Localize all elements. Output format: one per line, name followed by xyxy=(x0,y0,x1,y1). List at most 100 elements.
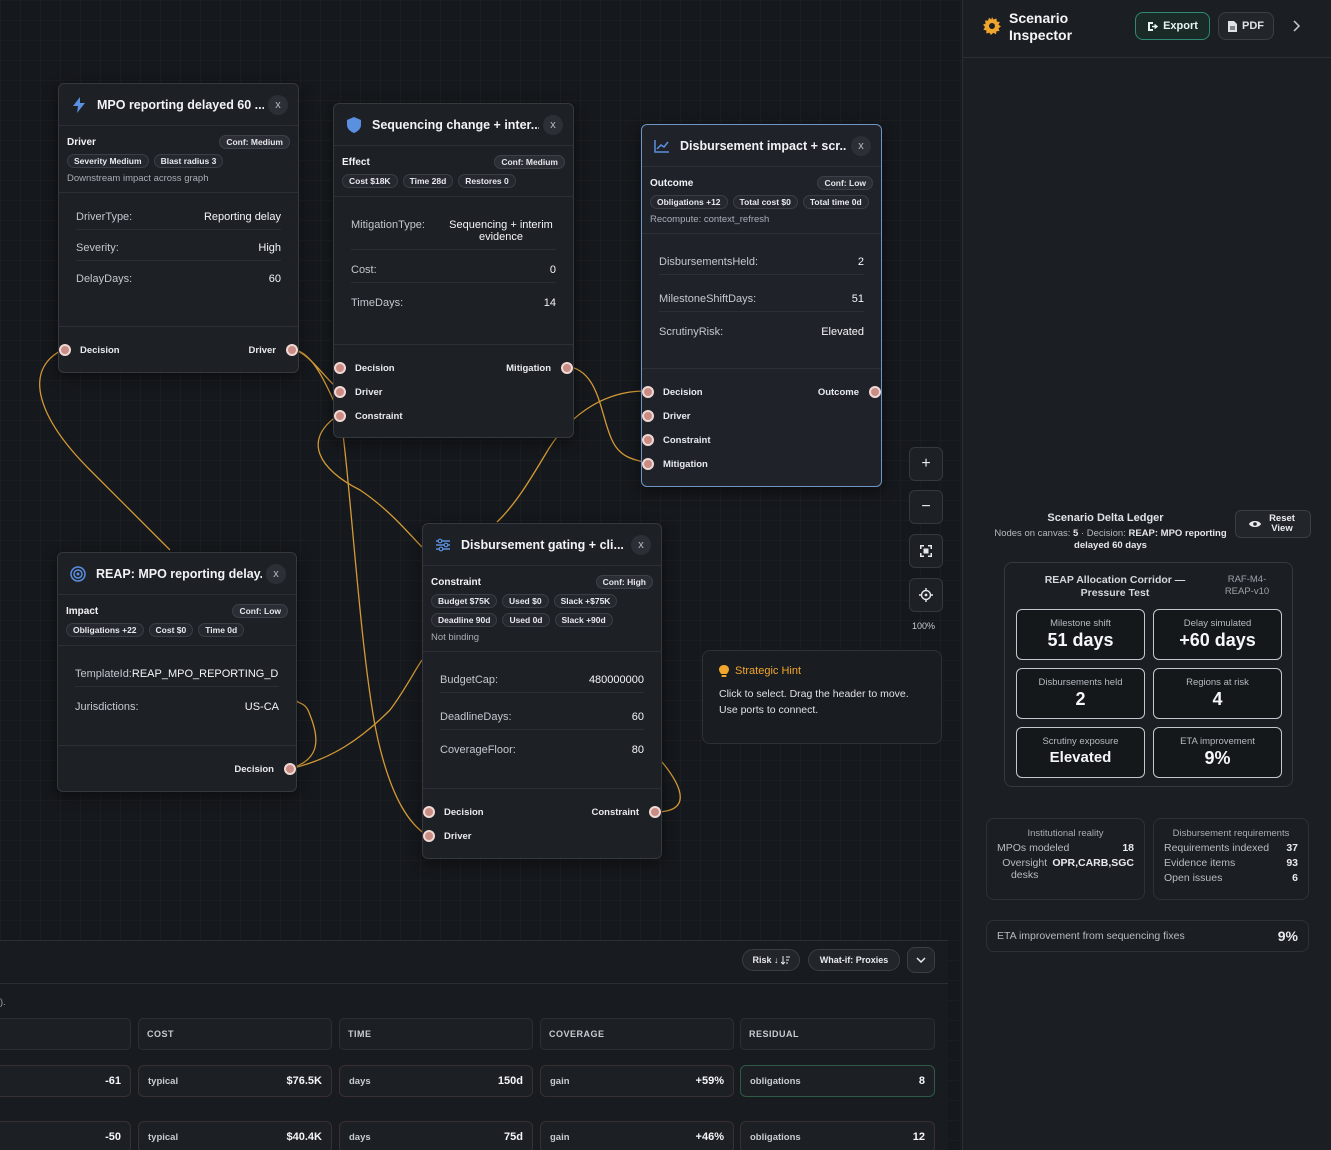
port-label: Decision xyxy=(663,386,703,398)
table-cell[interactable]: days 75d xyxy=(339,1121,533,1150)
node-title: Disbursement impact + scr... xyxy=(680,138,847,153)
property-row[interactable]: DisbursementsHeld: 2 xyxy=(659,248,864,275)
property-row[interactable]: DeadlineDays: 60 xyxy=(440,703,644,730)
property-row[interactable]: TemplateId:REAP_MPO_REPORTING_DELAY_( xyxy=(75,660,279,687)
table-cell[interactable]: obligations 12 xyxy=(740,1121,935,1150)
node-header[interactable]: Disbursement impact + scr... x xyxy=(642,125,881,167)
column-header-cost[interactable]: COST xyxy=(138,1018,332,1050)
node-outcome[interactable]: Disbursement impact + scr... x Outcome Co… xyxy=(641,124,882,487)
table-cell[interactable]: -61 xyxy=(0,1065,131,1097)
metric-eta-improvement[interactable]: ETA improvement 9% xyxy=(1153,727,1282,778)
property-row[interactable]: Severity: High xyxy=(76,234,281,261)
node-effect[interactable]: Sequencing change + inter... x Effect Con… xyxy=(333,103,574,438)
property-row[interactable]: Cost: 0 xyxy=(351,256,556,283)
center-view-button[interactable] xyxy=(909,578,943,612)
port-label: Decision xyxy=(80,344,120,356)
node-header[interactable]: Disbursement gating + cli... x xyxy=(423,524,661,566)
port-decision-in[interactable] xyxy=(334,362,346,374)
metric-disbursements-held[interactable]: Disbursements held 2 xyxy=(1016,668,1145,719)
hint-body: Click to select. Drag the header to move… xyxy=(719,688,909,716)
port-label: Constraint xyxy=(663,434,711,446)
property-row[interactable]: TimeDays: 14 xyxy=(351,297,556,309)
property-row[interactable]: BudgetCap: 480000000 xyxy=(440,666,644,693)
confidence-badge: Conf: Medium xyxy=(494,155,565,169)
close-icon[interactable]: x xyxy=(851,135,871,156)
node-header[interactable]: Sequencing change + inter... x xyxy=(334,104,573,146)
metric-milestone-shift[interactable]: Milestone shift 51 days xyxy=(1016,609,1145,660)
column-header-residual[interactable]: RESIDUAL xyxy=(740,1018,935,1050)
port-decision-in[interactable] xyxy=(423,806,435,818)
close-icon[interactable]: x xyxy=(543,114,563,135)
column-header-time[interactable]: TIME xyxy=(339,1018,533,1050)
crosshair-icon xyxy=(919,588,933,602)
table-cell[interactable]: days 150d xyxy=(339,1065,533,1097)
property-row[interactable]: ScrutinyRisk: Elevated xyxy=(659,326,864,338)
pdf-button[interactable]: PDF xyxy=(1218,12,1274,40)
property-row[interactable]: CoverageFloor: 80 xyxy=(440,744,644,756)
zoom-in-button[interactable]: + xyxy=(909,447,943,481)
port-label: Driver xyxy=(444,830,472,842)
property-row[interactable]: MitigationType: Sequencing + interim evid… xyxy=(351,211,556,250)
property-row[interactable]: Jurisdictions: US-CA xyxy=(75,701,279,713)
table-cell[interactable]: gain +59% xyxy=(540,1065,734,1097)
port-driver-out[interactable] xyxy=(286,344,298,356)
port-decision-out[interactable] xyxy=(284,763,296,775)
port-outcome-out[interactable] xyxy=(869,386,881,398)
reset-view-button[interactable]: Reset View xyxy=(1235,510,1311,538)
property-row[interactable]: DriverType: Reporting delay xyxy=(76,203,281,230)
column-header-coverage[interactable]: COVERAGE xyxy=(540,1018,734,1050)
port-mitigation-out[interactable] xyxy=(561,362,573,374)
wire-driver-decision-impact xyxy=(39,348,171,551)
property-row[interactable]: DelayDays: 60 xyxy=(76,273,281,285)
graph-canvas[interactable]: MPO reporting delayed 60 ... x Driver Con… xyxy=(0,0,962,1150)
port-decision-in[interactable] xyxy=(642,386,654,398)
close-icon[interactable]: x xyxy=(268,94,288,115)
node-driver[interactable]: MPO reporting delayed 60 ... x Driver Con… xyxy=(58,83,299,373)
node-header[interactable]: REAP: MPO reporting delay... x xyxy=(58,553,296,595)
node-constraint[interactable]: Disbursement gating + cli... x Constrain… xyxy=(422,523,662,859)
lightning-icon xyxy=(69,95,89,115)
port-decision-in[interactable] xyxy=(59,344,71,356)
sort-risk-button[interactable]: Risk ↓ xyxy=(742,949,800,971)
port-mitigation-in[interactable] xyxy=(642,458,654,470)
node-note: Not binding xyxy=(431,632,480,643)
port-driver-in[interactable] xyxy=(642,410,654,422)
table-cell[interactable]: typical $76.5K xyxy=(138,1065,332,1097)
metric-scrutiny-exposure[interactable]: Scrutiny exposure Elevated xyxy=(1016,727,1145,778)
chevron-down-icon xyxy=(916,957,926,963)
node-header[interactable]: MPO reporting delayed 60 ... x xyxy=(59,84,298,126)
shield-icon xyxy=(344,115,364,135)
port-driver-in[interactable] xyxy=(423,830,435,842)
port-driver-in[interactable] xyxy=(334,386,346,398)
node-impact[interactable]: REAP: MPO reporting delay... x Impact Con… xyxy=(57,552,297,792)
disbursement-requirements-card: Disbursement requirements Requirements i… xyxy=(1153,818,1309,900)
port-constraint-out[interactable] xyxy=(649,806,661,818)
what-if-proxies-button[interactable]: What-if: Proxies xyxy=(808,949,900,971)
port-constraint-in[interactable] xyxy=(642,434,654,446)
metric-delay-simulated[interactable]: Delay simulated +60 days xyxy=(1153,609,1282,660)
port-label: Decision xyxy=(355,362,395,374)
collapse-panel-button[interactable] xyxy=(907,947,935,973)
table-cell[interactable]: gain +46% xyxy=(540,1121,734,1150)
export-button[interactable]: Export xyxy=(1135,12,1210,40)
table-cell[interactable]: -50 xyxy=(0,1121,131,1150)
column-header[interactable] xyxy=(0,1018,131,1050)
fit-view-button[interactable] xyxy=(909,534,943,568)
metric-chip: Used 0d xyxy=(502,613,550,627)
metric-chip: Time 28d xyxy=(402,174,454,188)
zoom-out-button[interactable]: − xyxy=(909,490,943,524)
chevron-right-icon[interactable] xyxy=(1293,20,1301,32)
port-label: Mitigation xyxy=(663,458,708,470)
table-cell[interactable]: obligations 8 xyxy=(740,1065,935,1097)
confidence-badge: Conf: Medium xyxy=(219,135,290,149)
port-label: Constraint xyxy=(355,410,403,422)
close-icon[interactable]: x xyxy=(266,563,286,584)
metric-regions-at-risk[interactable]: Regions at risk 4 xyxy=(1153,668,1282,719)
close-icon[interactable]: x xyxy=(631,534,651,555)
node-type: Constraint xyxy=(431,576,481,588)
metric-chip: Restores 0 xyxy=(458,174,516,188)
port-constraint-in[interactable] xyxy=(334,410,346,422)
property-row[interactable]: MilestoneShiftDays: 51 xyxy=(659,285,864,312)
metric-chip: Total cost $0 xyxy=(732,195,798,209)
table-cell[interactable]: typical $40.4K xyxy=(138,1121,332,1150)
